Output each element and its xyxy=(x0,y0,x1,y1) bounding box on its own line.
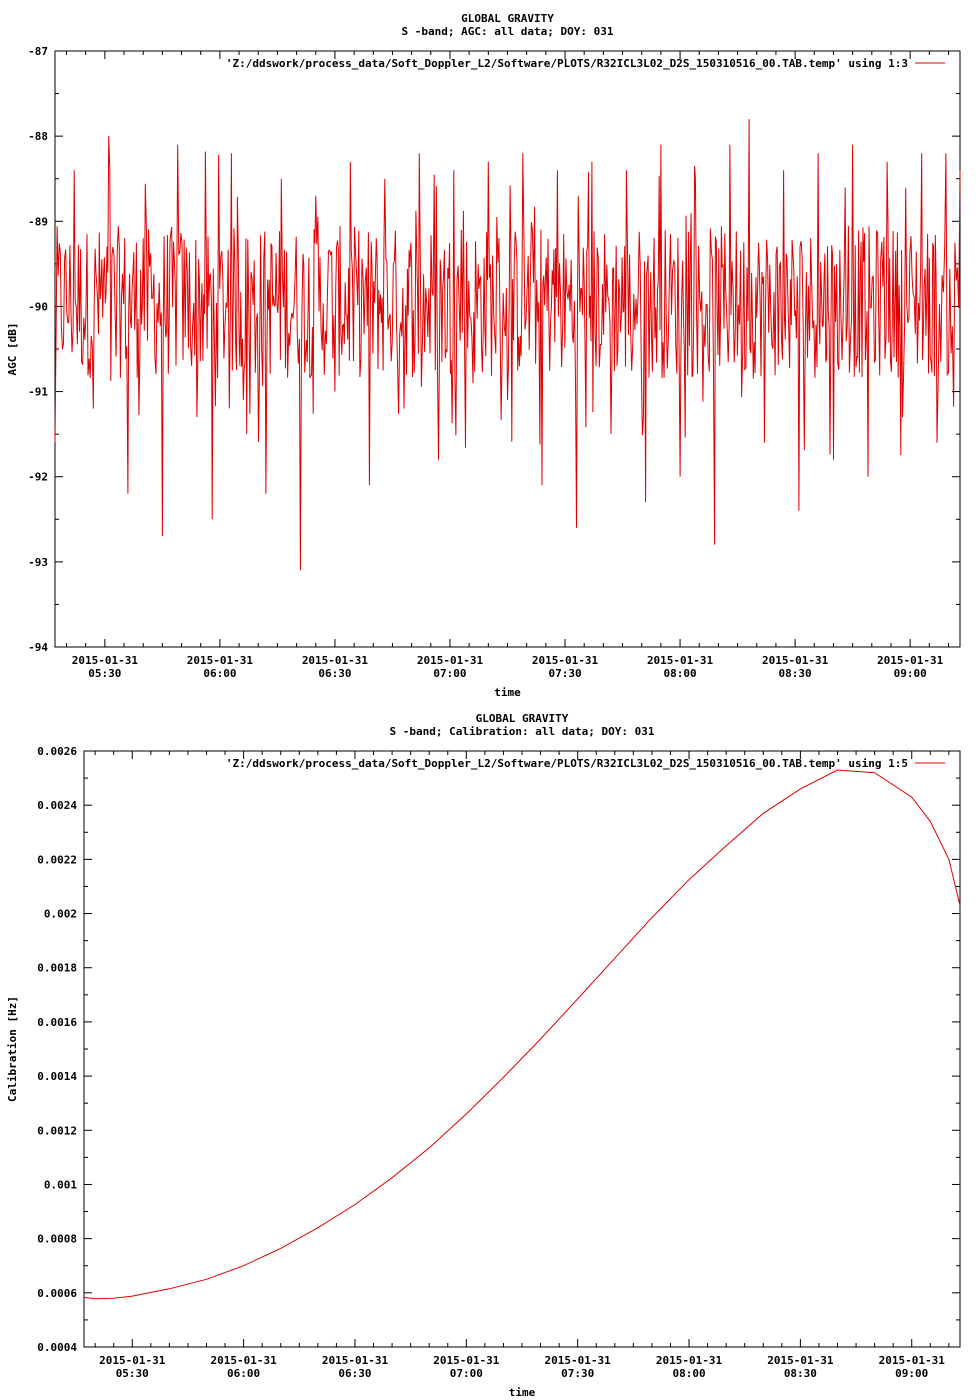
chart1-y-tick-label: -93 xyxy=(28,556,48,569)
chart1-x-tick-date: 2015-01-31 xyxy=(877,654,944,667)
chart1-x-tick-date: 2015-01-31 xyxy=(72,654,139,667)
chart2-y-tick-label: 0.001 xyxy=(44,1178,77,1191)
chart2-x-tick-date: 2015-01-31 xyxy=(99,1354,166,1367)
chart2-x-tick-time: 08:00 xyxy=(672,1367,705,1380)
chart2-x-tick-date: 2015-01-31 xyxy=(879,1354,946,1367)
chart1-x-tick-date: 2015-01-31 xyxy=(647,654,714,667)
chart1-x-tick-time: 07:00 xyxy=(433,667,466,680)
chart1-x-tick-time: 06:30 xyxy=(318,667,351,680)
chart2-y-tick-label: 0.0006 xyxy=(37,1287,77,1300)
chart2-plot-frame xyxy=(83,750,961,1348)
chart2-y-tick-label: 0.0022 xyxy=(37,853,77,866)
chart1-subtitle: S -band; AGC: all data; DOY: 031 xyxy=(402,25,614,38)
chart1-y-tick-label: -91 xyxy=(28,386,48,399)
chart1-x-tick-date: 2015-01-31 xyxy=(417,654,484,667)
chart1-y-tick-label: -88 xyxy=(28,130,48,143)
chart2-x-tick-time: 05:30 xyxy=(116,1367,149,1380)
chart1-y-tick-label: -92 xyxy=(28,471,48,484)
chart1-y-axis-label: AGC [dB] xyxy=(6,323,19,376)
chart2-y-tick-label: 0.0018 xyxy=(37,962,77,975)
chart2-x-tick-time: 07:00 xyxy=(450,1367,483,1380)
chart1-y-tick-label: -94 xyxy=(28,641,48,654)
chart2-title: GLOBAL GRAVITY xyxy=(476,712,569,725)
chart1-x-tick-time: 09:00 xyxy=(894,667,927,680)
chart2-x-tick-date: 2015-01-31 xyxy=(322,1354,389,1367)
chart2-x-tick-date: 2015-01-31 xyxy=(545,1354,612,1367)
chart1-x-tick-date: 2015-01-31 xyxy=(302,654,369,667)
chart1-x-tick-date: 2015-01-31 xyxy=(187,654,254,667)
chart2-legend-label: 'Z:/ddswork/process_data/Soft_Doppler_L2… xyxy=(226,757,908,770)
chart2-x-tick-time: 06:00 xyxy=(227,1367,260,1380)
chart2-y-tick-label: 0.002 xyxy=(44,908,77,921)
chart1-x-tick-date: 2015-01-31 xyxy=(532,654,599,667)
chart2-y-tick-label: 0.0008 xyxy=(37,1233,77,1246)
chart1-y-tick-label: -87 xyxy=(28,45,48,58)
chart2-x-tick-time: 07:30 xyxy=(561,1367,594,1380)
chart1-series-line xyxy=(54,119,961,571)
chart1-x-tick-time: 06:00 xyxy=(203,667,236,680)
chart1-x-tick-time: 08:00 xyxy=(664,667,697,680)
chart1-x-tick-time: 05:30 xyxy=(88,667,121,680)
chart1-x-tick-time: 08:30 xyxy=(779,667,812,680)
chart1-x-tick-time: 07:30 xyxy=(548,667,581,680)
chart2-x-tick-time: 08:30 xyxy=(784,1367,817,1380)
chart2-x-tick-time: 06:30 xyxy=(338,1367,371,1380)
chart2-y-tick-label: 0.0004 xyxy=(37,1341,77,1354)
chart1-legend-label: 'Z:/ddswork/process_data/Soft_Doppler_L2… xyxy=(226,57,908,70)
chart1-y-tick-label: -90 xyxy=(28,300,48,313)
chart2-x-axis-label: time xyxy=(509,1386,536,1399)
chart2-x-tick-date: 2015-01-31 xyxy=(767,1354,834,1367)
chart1-x-tick-date: 2015-01-31 xyxy=(762,654,829,667)
chart1-title: GLOBAL GRAVITY xyxy=(461,12,554,25)
chart2-y-tick-label: 0.0014 xyxy=(37,1070,77,1083)
chart2-series-line xyxy=(83,769,961,1300)
chart2-x-tick-date: 2015-01-31 xyxy=(433,1354,500,1367)
chart2-x-tick-date: 2015-01-31 xyxy=(210,1354,277,1367)
chart2-x-tick-date: 2015-01-31 xyxy=(656,1354,723,1367)
chart2-x-tick-time: 09:00 xyxy=(895,1367,928,1380)
chart2-y-axis-label: Calibration [Hz] xyxy=(6,996,19,1102)
chart2-y-tick-label: 0.0012 xyxy=(37,1124,77,1137)
chart2-y-tick-label: 0.0024 xyxy=(37,799,77,812)
chart2-y-tick-label: 0.0026 xyxy=(37,745,77,758)
chart1-y-tick-label: -89 xyxy=(28,215,48,228)
chart2-y-tick-label: 0.0016 xyxy=(37,1016,77,1029)
chart2-subtitle: S -band; Calibration: all data; DOY: 031 xyxy=(390,725,655,738)
chart1-x-axis-label: time xyxy=(494,686,521,699)
